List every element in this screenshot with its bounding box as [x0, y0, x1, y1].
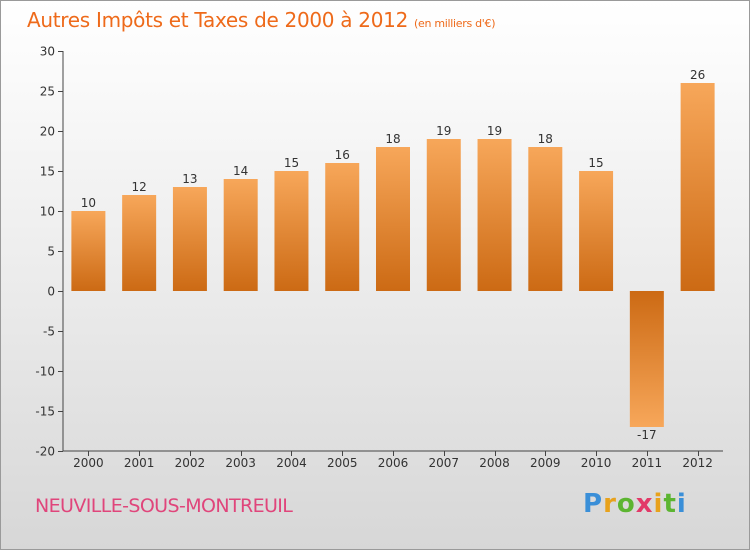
x-tick-label: 2005 — [327, 456, 358, 470]
data-label: 13 — [182, 172, 197, 186]
y-tick-label: 15 — [40, 165, 55, 179]
bars — [71, 83, 715, 427]
x-tick-label: 2003 — [225, 456, 256, 470]
y-tick-label: -5 — [43, 325, 55, 339]
bar — [274, 171, 309, 291]
y-tick-label: 30 — [40, 45, 55, 59]
logo-letter: r — [603, 489, 617, 519]
y-tick-label: 0 — [47, 285, 55, 299]
data-label: 15 — [588, 156, 603, 170]
x-tick-label: 2009 — [530, 456, 561, 470]
x-tick-label: 2011 — [632, 456, 663, 470]
y-tick-label: -10 — [35, 365, 55, 379]
x-tick-label: 2000 — [73, 456, 104, 470]
data-label: 10 — [81, 196, 96, 210]
x-tick-label: 2002 — [175, 456, 206, 470]
y-tick-label: 25 — [40, 85, 55, 99]
logo-letter: x — [635, 489, 654, 519]
data-label: -17 — [637, 428, 657, 442]
x-tick-label: 2010 — [581, 456, 612, 470]
data-label: 16 — [335, 148, 350, 162]
bar — [376, 147, 410, 291]
bar — [528, 147, 563, 291]
axes: 30 25 20 15 10 5 0 -5 -10 -15 -20 2000 2001 2002 2003 2… — [35, 45, 723, 470]
commune-name: NEUVILLE-SOUS-MONTREUIL — [35, 495, 293, 517]
x-tick-label: 2004 — [276, 456, 307, 470]
data-label: 26 — [690, 68, 705, 82]
proxiti-logo[interactable]: Proxiti — [583, 489, 687, 519]
bar — [223, 179, 258, 291]
data-label: 19 — [487, 124, 502, 138]
y-tick-label: -20 — [35, 445, 55, 459]
chart-unit: (en milliers d'€) — [414, 17, 496, 30]
bar — [680, 83, 715, 291]
bar — [325, 163, 360, 291]
x-tick-label: 2008 — [479, 456, 510, 470]
data-labels: 10 12 13 14 15 16 18 19 19 18 15 -17 26 — [81, 68, 706, 442]
bar — [426, 139, 461, 291]
data-label: 19 — [436, 124, 451, 138]
bar — [477, 139, 512, 291]
x-tick-label: 2001 — [124, 456, 155, 470]
data-label: 18 — [385, 132, 400, 146]
data-label: 15 — [284, 156, 299, 170]
logo-letter: o — [616, 489, 636, 519]
data-label: 12 — [132, 180, 147, 194]
y-tick-label: -15 — [35, 405, 55, 419]
bar — [629, 291, 664, 427]
logo-letter: i — [653, 489, 664, 519]
x-tick-label: 2006 — [378, 456, 409, 470]
bar — [579, 171, 614, 291]
logo-letter: t — [663, 489, 677, 519]
y-tick-label: 10 — [40, 205, 55, 219]
chart-title-text: Autres Impôts et Taxes de 2000 à 2012 — [27, 8, 408, 32]
bar — [122, 195, 157, 291]
data-label: 18 — [538, 132, 553, 146]
data-label: 14 — [233, 164, 248, 178]
bar — [172, 187, 207, 291]
bar — [71, 211, 106, 291]
logo-letter: i — [676, 489, 687, 519]
y-tick-label: 20 — [40, 125, 55, 139]
x-tick-label: 2007 — [428, 456, 459, 470]
chart-title: Autres Impôts et Taxes de 2000 à 2012 (en… — [27, 8, 495, 32]
logo-letter: P — [583, 489, 604, 519]
x-tick-label: 2012 — [682, 456, 713, 470]
y-tick-label: 5 — [47, 245, 55, 259]
